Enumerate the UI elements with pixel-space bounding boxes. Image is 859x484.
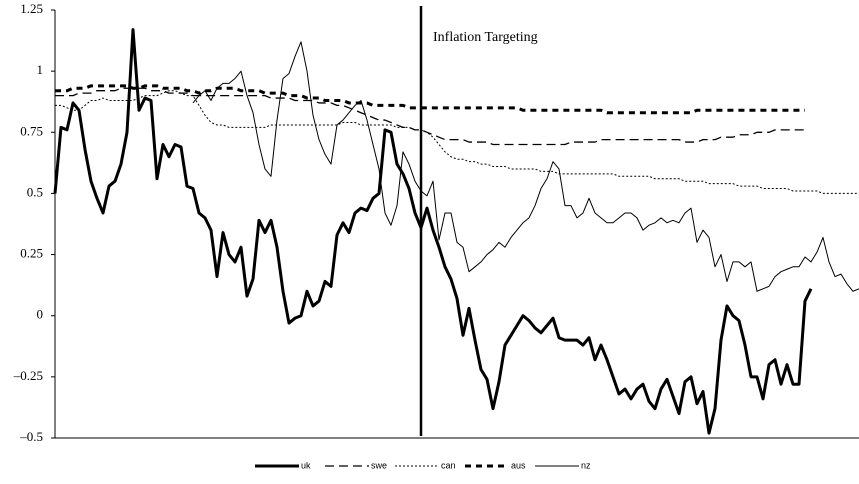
legend: uk swe can aus nz	[255, 460, 591, 470]
legend-label: nz	[581, 460, 591, 470]
series-line	[55, 84, 805, 115]
series-line	[53, 28, 813, 435]
legend-label: aus	[511, 460, 526, 470]
y-tick-label: 0.75	[20, 123, 43, 138]
annotation-text: Inflation Targeting	[433, 30, 538, 45]
series-line	[55, 90, 859, 194]
legend-label: can	[441, 460, 456, 470]
legend-label: uk	[301, 460, 311, 470]
y-tick-label: 1	[37, 62, 44, 77]
y-tick-label: 1.25	[20, 1, 43, 16]
legend-label: swe	[371, 460, 387, 470]
y-tick-label: –0.25	[13, 368, 43, 383]
y-tick-label: –0.5	[19, 429, 43, 444]
series-line	[192, 41, 859, 292]
y-tick-label: 0	[37, 307, 44, 322]
y-tick-label: 0.5	[27, 184, 43, 199]
series-line	[55, 87, 805, 146]
y-tick-label: 0.25	[20, 246, 43, 261]
